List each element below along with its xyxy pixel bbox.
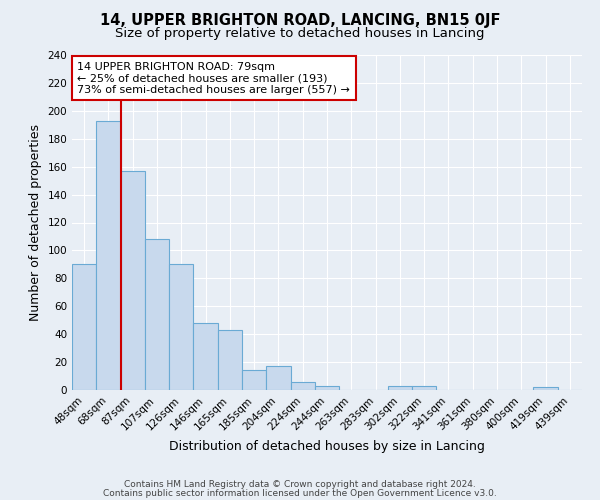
- Bar: [290, 382, 315, 390]
- Text: 14 UPPER BRIGHTON ROAD: 79sqm
← 25% of detached houses are smaller (193)
73% of : 14 UPPER BRIGHTON ROAD: 79sqm ← 25% of d…: [77, 62, 350, 95]
- Bar: [242, 370, 266, 390]
- Y-axis label: Number of detached properties: Number of detached properties: [29, 124, 42, 321]
- Bar: [121, 171, 145, 390]
- Bar: [412, 386, 436, 390]
- Text: 14, UPPER BRIGHTON ROAD, LANCING, BN15 0JF: 14, UPPER BRIGHTON ROAD, LANCING, BN15 0…: [100, 12, 500, 28]
- Bar: [145, 240, 169, 390]
- X-axis label: Distribution of detached houses by size in Lancing: Distribution of detached houses by size …: [169, 440, 485, 453]
- Bar: [193, 323, 218, 390]
- Bar: [266, 366, 290, 390]
- Bar: [533, 387, 558, 390]
- Text: Size of property relative to detached houses in Lancing: Size of property relative to detached ho…: [115, 28, 485, 40]
- Bar: [96, 120, 121, 390]
- Bar: [315, 386, 339, 390]
- Bar: [169, 264, 193, 390]
- Bar: [388, 386, 412, 390]
- Text: Contains HM Land Registry data © Crown copyright and database right 2024.: Contains HM Land Registry data © Crown c…: [124, 480, 476, 489]
- Text: Contains public sector information licensed under the Open Government Licence v3: Contains public sector information licen…: [103, 488, 497, 498]
- Bar: [72, 264, 96, 390]
- Bar: [218, 330, 242, 390]
